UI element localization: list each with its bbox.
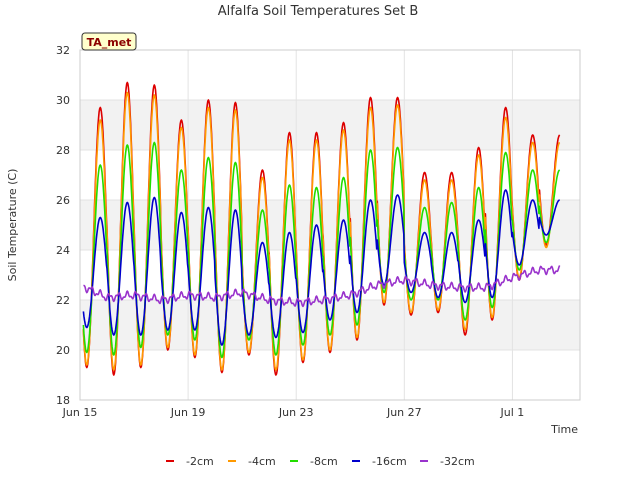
grid-band — [80, 200, 580, 250]
y-tick-label: 20 — [56, 344, 70, 357]
annotation-badge: TA_met — [81, 32, 137, 51]
grid-band — [80, 300, 580, 350]
series-line-m16cm — [82, 189, 560, 346]
legend-label: -8cm — [310, 455, 338, 468]
x-tick-label: Jun 27 — [386, 406, 422, 419]
y-tick-label: 18 — [56, 394, 70, 407]
y-tick-label: 30 — [56, 94, 70, 107]
plot-background — [80, 50, 580, 400]
x-tick-label: Jun 15 — [62, 406, 98, 419]
y-tick-label: 22 — [56, 294, 70, 307]
legend-label: -2cm — [186, 455, 214, 468]
x-tick-label: Jun 19 — [170, 406, 206, 419]
legend-label: -16cm — [372, 455, 407, 468]
x-tick-label: Jul 1 — [500, 406, 525, 419]
series-line-m32cm — [83, 265, 561, 308]
x-axis-ticks: Jun 15 Jun 19 Jun 23 Jun 27 Jul 1 — [62, 406, 525, 419]
x-tick-label: Jun 23 — [278, 406, 314, 419]
series-layer — [82, 81, 561, 376]
chart-title: Alfalfa Soil Temperatures Set B — [218, 4, 419, 19]
legend-label: -4cm — [248, 455, 276, 468]
y-tick-label: 24 — [56, 244, 70, 257]
x-axis-label: Time — [550, 423, 578, 436]
y-tick-label: 26 — [56, 194, 70, 207]
annotation-box — [81, 32, 137, 51]
y-axis-label: Soil Temperature (C) — [6, 169, 19, 282]
legend-label: -32cm — [440, 455, 475, 468]
plot-border — [79, 49, 581, 401]
plot-frame — [79, 49, 581, 401]
y-tick-label: 28 — [56, 144, 70, 157]
legend: -2cm -4cm -8cm -16cm -32cm — [166, 455, 475, 468]
grid-band — [80, 100, 580, 150]
y-tick-label: 32 — [56, 44, 70, 57]
y-axis-ticks: 18 20 22 24 26 28 30 32 — [56, 44, 70, 407]
annotation-text: TA_met — [87, 36, 132, 49]
